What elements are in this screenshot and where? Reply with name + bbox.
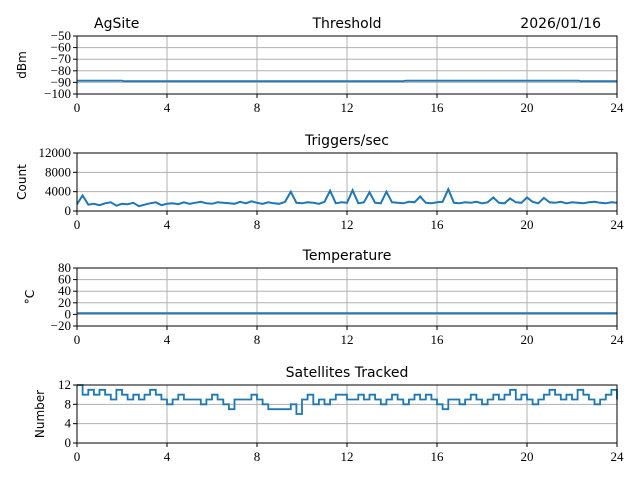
x-tick-label: 0 <box>74 217 81 232</box>
series-line <box>77 79 617 83</box>
panel-title: Threshold <box>312 16 382 32</box>
x-tick-label: 4 <box>164 449 171 464</box>
x-tick-label: 12 <box>341 332 354 347</box>
x-tick-label: 4 <box>164 217 171 232</box>
x-tick-label: 20 <box>521 449 534 464</box>
x-tick-label: 4 <box>164 332 171 347</box>
x-tick-label: 20 <box>521 332 534 347</box>
y-tick-label: 0 <box>65 435 72 450</box>
x-tick-label: 24 <box>611 217 625 232</box>
y-tick-label: −60 <box>51 40 71 55</box>
x-tick-label: 4 <box>164 100 171 115</box>
panel-3: 0 4 8 12 16 20 24 0 4 8 12 Satellites Tracked Number <box>33 365 624 464</box>
x-tick-label: 8 <box>254 100 261 115</box>
x-tick-label: 16 <box>431 100 445 115</box>
y-axis-label: Number <box>33 390 47 438</box>
x-tick-label: 0 <box>74 332 81 347</box>
series-line <box>76 186 618 208</box>
y-tick-label: −70 <box>51 51 71 66</box>
y-tick-label: 8000 <box>45 164 71 179</box>
y-tick-label: 20 <box>58 295 71 310</box>
x-tick-label: 12 <box>341 100 354 115</box>
panel-0: 0 4 8 12 16 20 24 −100−90−80−70−60−50 Threshold d… <box>15 16 624 115</box>
y-tick-label: −20 <box>51 318 71 333</box>
x-tick-label: 8 <box>254 217 261 232</box>
y-tick-label: 12 <box>58 377 71 392</box>
y-tick-label: 40 <box>58 283 71 298</box>
x-tick-label: 24 <box>611 100 625 115</box>
site-name: AgSite <box>94 16 139 32</box>
y-tick-label: 0 <box>65 203 72 218</box>
y-tick-label: −100 <box>44 86 71 101</box>
y-axis-label: dBm <box>15 51 29 79</box>
panel-title: Triggers/sec <box>304 133 389 149</box>
y-tick-label: 60 <box>58 272 71 287</box>
x-tick-label: 8 <box>254 332 261 347</box>
y-axis-label: °C <box>23 290 37 304</box>
x-tick-label: 8 <box>254 449 261 464</box>
y-tick-label: 12000 <box>39 145 72 160</box>
y-tick-label: −90 <box>51 74 71 89</box>
x-tick-label: 12 <box>341 217 354 232</box>
x-tick-label: 0 <box>74 449 81 464</box>
y-tick-label: 8 <box>65 396 72 411</box>
x-tick-label: 20 <box>521 217 534 232</box>
series-line <box>77 384 618 415</box>
x-tick-label: 24 <box>611 332 625 347</box>
y-tick-label: −50 <box>51 28 71 43</box>
y-tick-label: 4000 <box>45 184 71 199</box>
x-tick-label: 12 <box>341 449 354 464</box>
y-tick-label: 0 <box>65 306 72 321</box>
x-tick-label: 16 <box>431 449 445 464</box>
x-tick-label: 16 <box>431 217 445 232</box>
panel-title: Temperature <box>302 248 392 264</box>
y-tick-label: −80 <box>51 63 71 78</box>
y-tick-label: 4 <box>65 416 72 431</box>
date-label: 2026/01/16 <box>520 16 601 32</box>
panel-title: Satellites Tracked <box>286 365 409 381</box>
y-axis-label: Count <box>15 164 29 200</box>
x-tick-label: 0 <box>74 100 81 115</box>
x-tick-label: 24 <box>611 449 625 464</box>
panel-1: 0 4 8 12 16 20 24 0 4000 8000 12000 Triggers/sec Cou… <box>15 133 624 232</box>
x-tick-label: 16 <box>431 332 445 347</box>
y-tick-label: 80 <box>58 260 71 275</box>
x-tick-label: 20 <box>521 100 534 115</box>
